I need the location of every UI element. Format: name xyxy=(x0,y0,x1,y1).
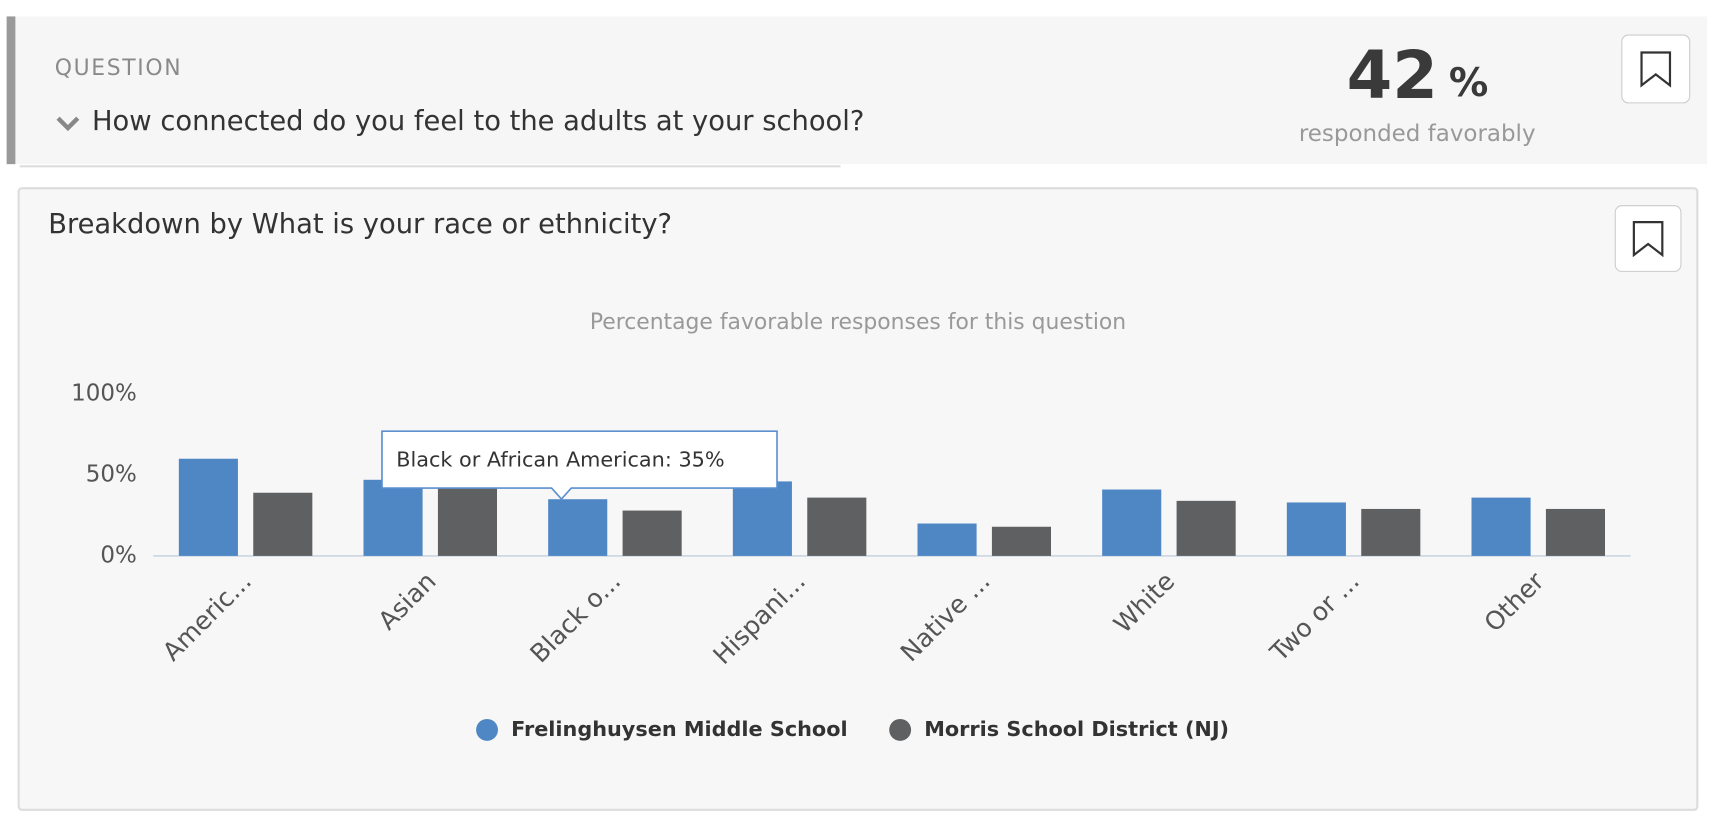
legend-label[interactable]: Morris School District (NJ) xyxy=(924,717,1229,741)
summary-caption: responded favorably xyxy=(1299,121,1536,147)
summary-value: 42 xyxy=(1347,38,1438,114)
bar xyxy=(1176,500,1236,556)
bar xyxy=(622,510,682,556)
bar xyxy=(1471,497,1531,556)
bar xyxy=(1545,508,1606,556)
bookmark-icon[interactable] xyxy=(1640,51,1672,88)
bar xyxy=(1286,502,1346,556)
question-text[interactable]: How connected do you feel to the adults … xyxy=(92,106,864,137)
legend-label[interactable]: Frelinghuysen Middle School xyxy=(511,717,848,741)
bar xyxy=(991,526,1052,556)
question-label: QUESTION xyxy=(55,56,182,81)
bar xyxy=(732,481,792,556)
y-tick-label: 100% xyxy=(71,380,137,406)
legend-swatch xyxy=(476,718,498,741)
bar xyxy=(178,458,238,556)
bookmark-button[interactable] xyxy=(1614,205,1682,272)
tooltip-text: Black or African American: 35% xyxy=(396,448,724,472)
bar xyxy=(437,487,498,556)
y-tick-label: 50% xyxy=(86,461,137,487)
bar xyxy=(363,479,423,556)
bar xyxy=(807,497,867,556)
card-accent xyxy=(6,16,16,165)
bar xyxy=(1102,489,1162,556)
bookmark-box[interactable] xyxy=(1614,205,1682,272)
y-tick-label: 0% xyxy=(100,542,136,568)
tooltip: Black or African American: 35% xyxy=(381,430,778,501)
bar xyxy=(253,492,313,556)
legend-swatch xyxy=(889,718,912,741)
chevron[interactable] xyxy=(56,116,80,132)
bookmark-icon[interactable] xyxy=(1632,221,1664,258)
bar xyxy=(1361,508,1421,556)
bar xyxy=(917,523,977,556)
bookmark-button[interactable] xyxy=(1621,34,1691,104)
chart-title: Breakdown by What is your race or ethnic… xyxy=(48,209,672,240)
tooltip-box xyxy=(381,430,778,501)
bar xyxy=(548,499,608,556)
summary-unit: % xyxy=(1449,60,1488,106)
bookmark-box[interactable] xyxy=(1621,34,1691,104)
chart-subtitle: Percentage favorable responses for this … xyxy=(590,310,1126,335)
question-card xyxy=(6,16,1708,165)
